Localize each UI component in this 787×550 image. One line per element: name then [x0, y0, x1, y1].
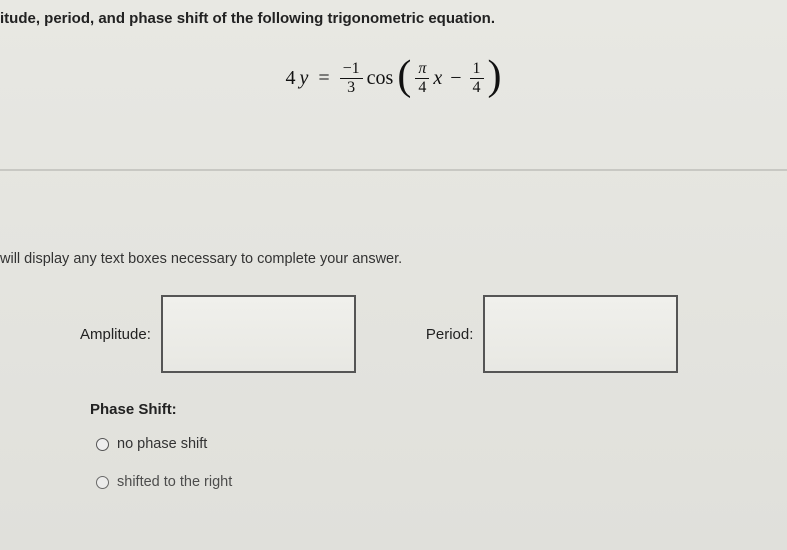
- inner-variable: x: [433, 67, 442, 90]
- phase-option-none-label: no phase shift: [117, 436, 207, 452]
- answer-hint: will display any text boxes necessary to…: [0, 251, 787, 267]
- phase-option-right[interactable]: shifted to the right: [90, 474, 787, 490]
- period-label: Period:: [426, 326, 474, 343]
- phase-shift-section: Phase Shift: no phase shift shifted to t…: [0, 373, 787, 490]
- phase-shift-title: Phase Shift:: [90, 401, 787, 418]
- amplitude-label: Amplitude:: [80, 326, 151, 343]
- inner-fraction-1: π 4: [415, 61, 429, 96]
- inner1-numerator: π: [415, 61, 429, 79]
- amp-numerator: −1: [340, 61, 363, 79]
- period-field: Period:: [426, 295, 679, 373]
- answer-fields-row: Amplitude: Period:: [0, 295, 787, 373]
- lhs-variable: y: [299, 67, 308, 90]
- amplitude-input[interactable]: [161, 295, 356, 373]
- inner2-numerator: 1: [470, 61, 484, 79]
- equation-display: 4y = −1 3 cos ( π 4 x − 1 4 ): [0, 47, 787, 139]
- left-paren-icon: (: [397, 55, 411, 97]
- lhs-coefficient: 4: [285, 67, 295, 90]
- equals-sign: =: [312, 67, 335, 90]
- function-name: cos: [367, 67, 394, 90]
- question-area: itude, period, and phase shift of the fo…: [0, 0, 787, 169]
- amp-denominator: 3: [344, 79, 358, 96]
- phase-option-none[interactable]: no phase shift: [90, 436, 787, 452]
- radio-icon[interactable]: [96, 438, 109, 451]
- phase-option-right-label: shifted to the right: [117, 474, 232, 490]
- radio-icon[interactable]: [96, 476, 109, 489]
- period-input[interactable]: [483, 295, 678, 373]
- inner2-denominator: 4: [470, 79, 484, 96]
- inner-fraction-2: 1 4: [470, 61, 484, 96]
- amplitude-fraction: −1 3: [340, 61, 363, 96]
- amplitude-field: Amplitude:: [80, 295, 356, 373]
- right-paren-icon: ): [488, 55, 502, 97]
- inner1-denominator: 4: [415, 79, 429, 96]
- minus-sign: −: [446, 67, 465, 90]
- answer-area: will display any text boxes necessary to…: [0, 171, 787, 490]
- question-prompt: itude, period, and phase shift of the fo…: [0, 10, 787, 27]
